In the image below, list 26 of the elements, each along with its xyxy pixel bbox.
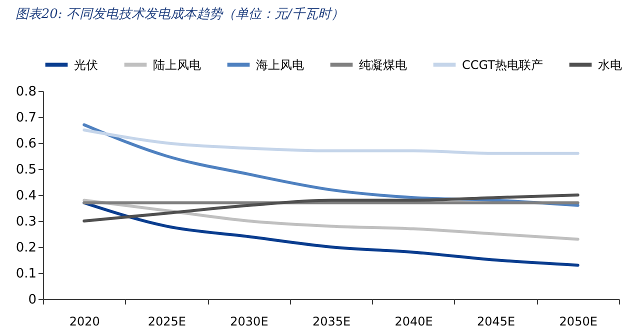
x-tick-label: 2035E xyxy=(312,314,351,328)
y-tick-label: 0.7 xyxy=(16,110,36,126)
legend-label: 水电 xyxy=(598,58,622,72)
legend-label: 陆上风电 xyxy=(153,58,201,72)
x-tick-label: 2050E xyxy=(559,314,598,328)
x-tick-label: 2025E xyxy=(148,314,186,328)
line-series xyxy=(82,198,580,241)
legend-label: 纯凝煤电 xyxy=(359,58,407,72)
x-tick-label: 2040E xyxy=(394,314,433,328)
line-series xyxy=(82,194,580,222)
legend-label: CCGT热电联产 xyxy=(462,58,543,72)
y-tick-label: 0.2 xyxy=(16,240,36,256)
legend-label: 海上风电 xyxy=(256,58,304,72)
y-tick-label: 0.6 xyxy=(16,136,36,152)
y-tick-label: 0.3 xyxy=(16,214,36,230)
legend-label: 光伏 xyxy=(74,58,98,72)
x-tick-label: 2045E xyxy=(477,314,516,328)
y-tick-label: 0 xyxy=(28,292,36,308)
y-tick-label: 0.1 xyxy=(16,266,36,282)
chart-title: 图表20: 不同发电技术发电成本趋势（单位：元/千瓦时） xyxy=(15,7,344,22)
y-tick-label: 0.8 xyxy=(16,84,36,100)
y-tick-label: 0.4 xyxy=(16,188,36,204)
y-tick-label: 0.5 xyxy=(16,162,36,178)
x-tick-label: 2020 xyxy=(69,314,100,328)
line-series xyxy=(82,128,580,155)
x-tick-label: 2030E xyxy=(230,314,268,328)
